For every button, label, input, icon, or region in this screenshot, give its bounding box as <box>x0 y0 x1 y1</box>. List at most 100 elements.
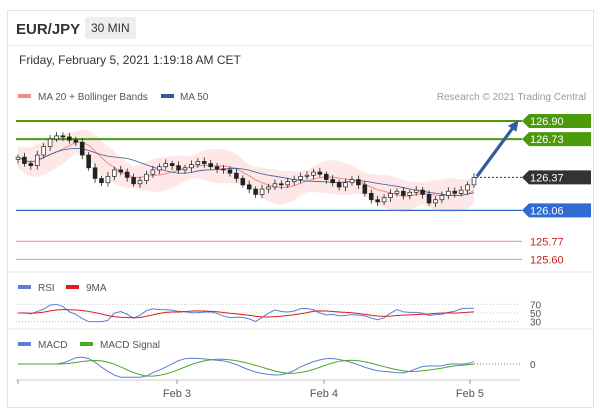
forecast-arrow <box>475 120 519 178</box>
macd-legend-label: MACD <box>38 340 67 351</box>
candle-body <box>144 173 149 181</box>
candle-body <box>234 172 239 179</box>
candle-body <box>208 163 213 168</box>
research-credit: Research © 2021 Trading Central <box>437 92 586 103</box>
rsi-ma-legend-swatch <box>66 285 79 289</box>
candle-body <box>330 179 335 184</box>
candle-body <box>471 177 477 186</box>
ma20-line <box>17 141 475 197</box>
candle-body <box>285 181 291 186</box>
candle-body <box>79 141 85 156</box>
candle-body <box>317 171 323 175</box>
candle-body <box>266 186 271 190</box>
candle-body <box>343 182 348 188</box>
x-axis-ticks: Feb 3 Feb 4 Feb 5 <box>17 380 484 400</box>
candle-body <box>413 189 419 193</box>
price-label-126-37: 126.37 <box>530 172 564 184</box>
candle-body <box>60 135 66 138</box>
candle-body <box>67 136 72 141</box>
candlesticks <box>15 132 477 208</box>
candle-body <box>169 163 175 167</box>
candle-body <box>105 175 111 184</box>
candle-body <box>112 169 117 177</box>
candle-body <box>182 167 188 171</box>
candle-body <box>259 188 265 195</box>
candle-body <box>253 188 258 195</box>
macd-line <box>18 356 475 378</box>
chart-header: EUR/JPY 30 MIN <box>8 11 593 46</box>
candle-body <box>92 167 98 179</box>
candle-body <box>34 154 40 167</box>
rsi-ma-legend-label: 9MA <box>86 283 107 294</box>
price-label-126-73: 126.73 <box>530 134 564 146</box>
ma20-legend-label: MA 20 + Bollinger Bands <box>38 92 148 103</box>
candle-body <box>388 193 393 198</box>
x-tick-label: Feb 3 <box>163 388 191 400</box>
candle-body <box>118 169 124 173</box>
rsi-ma-line <box>17 309 475 319</box>
candle-body <box>201 161 207 164</box>
bollinger-band-fill <box>18 129 474 213</box>
forecast-arrow-head <box>507 120 519 132</box>
candle-body <box>28 163 34 167</box>
candle-body <box>311 171 316 176</box>
candle-body <box>47 138 53 147</box>
candle-body <box>189 164 194 169</box>
candle-body <box>362 184 368 194</box>
candle-body <box>124 171 130 178</box>
interval-button[interactable]: 30 MIN <box>85 17 136 39</box>
ma50-legend-label: MA 50 <box>180 92 209 103</box>
candle-body <box>433 199 438 204</box>
x-tick-label: Feb 4 <box>310 388 338 400</box>
candle-body <box>465 184 470 191</box>
macd-panel: 0 <box>18 356 536 378</box>
candle-body <box>452 190 458 194</box>
candle-body <box>137 180 143 185</box>
candle-body <box>349 179 355 184</box>
candle-body <box>86 154 91 169</box>
x-tick-label: Feb 5 <box>456 388 484 400</box>
candle-body <box>426 194 432 204</box>
ma50-legend-swatch <box>161 94 174 98</box>
main-legend: MA 20 + Bollinger Bands MA 50 Research ©… <box>18 92 586 103</box>
candle-body <box>279 183 284 186</box>
candle-body <box>291 179 297 182</box>
macd-legend: MACD MACD Signal <box>18 340 160 351</box>
candle-body <box>381 197 387 203</box>
resistance-tag-126-73 <box>522 132 591 147</box>
candle-body <box>131 177 136 185</box>
macd-zero-label: 0 <box>530 360 536 371</box>
rsi-line <box>17 303 475 323</box>
macd-legend-swatch <box>18 342 31 346</box>
candle-body <box>157 166 162 171</box>
candle-body <box>401 190 406 196</box>
candle-body <box>336 182 342 188</box>
candle-body <box>394 190 400 194</box>
candle-body <box>22 156 27 164</box>
current-price-tag <box>522 170 591 185</box>
candle-body <box>375 199 380 203</box>
candle-body <box>246 184 252 190</box>
candle-body <box>272 183 278 188</box>
candle-body <box>150 169 156 175</box>
price-levels: 126.90 126.73 126.37 126.06 125.77 125.60 <box>16 113 591 266</box>
candle-body <box>176 165 181 171</box>
candle-body <box>298 175 303 180</box>
chart-date: Friday, February 5, 2021 1:19:18 AM CET <box>19 53 241 67</box>
candle-body <box>15 156 21 160</box>
candle-body <box>41 146 46 156</box>
candle-body <box>54 135 59 140</box>
support-tag-126-06 <box>522 203 591 218</box>
moving-averages <box>17 141 475 197</box>
candle-body <box>195 161 201 165</box>
candle-body <box>439 195 445 201</box>
rsi-level-label-50: 50 <box>530 309 542 320</box>
forecast-arrow-shaft <box>475 124 517 178</box>
resistance-tag-126-90 <box>522 113 591 128</box>
price-label-126-90: 126.90 <box>530 116 564 128</box>
macd-signal-legend-swatch <box>80 342 93 346</box>
ma20-legend-swatch <box>18 94 31 98</box>
price-label-126-06: 126.06 <box>530 205 564 217</box>
